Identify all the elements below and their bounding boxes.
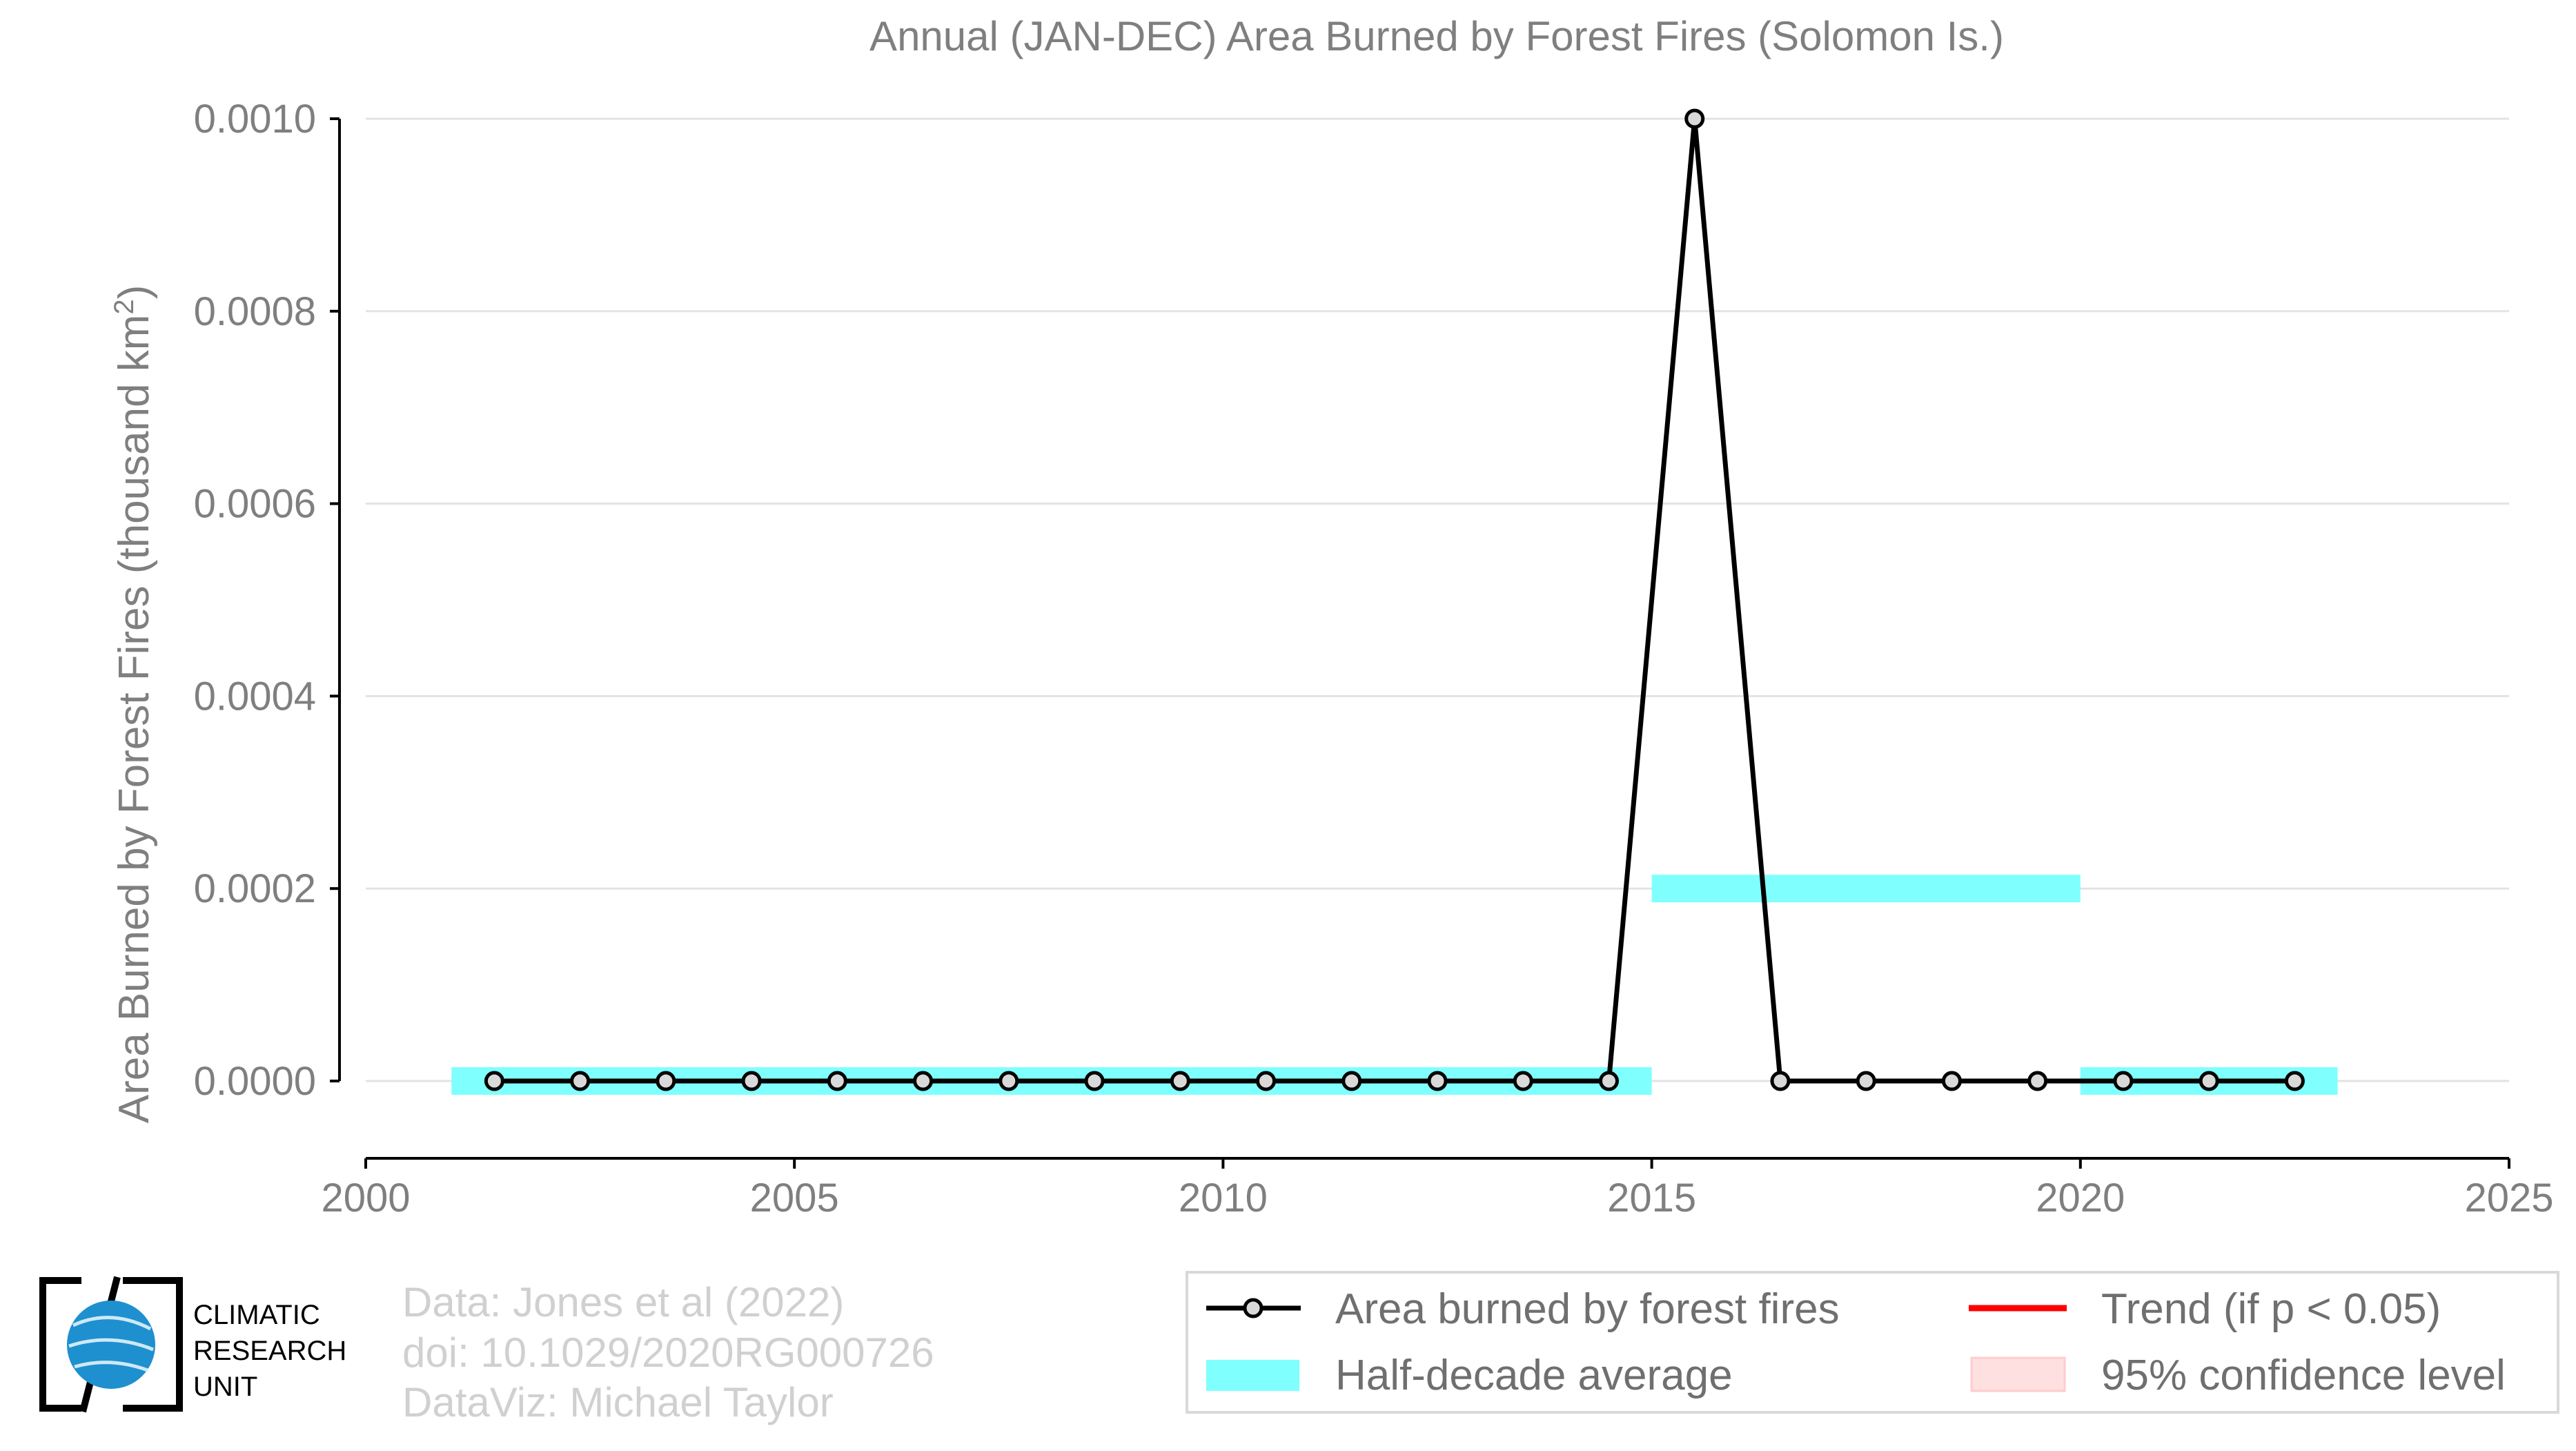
y-axis-label-sup: 2 — [109, 299, 139, 314]
x-tick-label: 2015 — [1607, 1176, 1696, 1220]
legend-label-average: Half-decade average — [1335, 1352, 1733, 1399]
data-point — [1770, 1071, 1791, 1091]
logo-line-1: CLIMATIC — [193, 1300, 320, 1330]
data-point — [1513, 1071, 1533, 1091]
legend-label-trend: Trend (if p < 0.05) — [2101, 1285, 2441, 1333]
data-point — [2027, 1071, 2048, 1091]
y-tick-label: 0.0002 — [194, 866, 316, 911]
data-point — [741, 1071, 762, 1091]
data-point — [1341, 1071, 1362, 1091]
legend-box — [1186, 1271, 2559, 1414]
data-point — [827, 1071, 847, 1091]
y-tick-label: 0.0010 — [194, 97, 316, 142]
data-point — [1941, 1071, 1962, 1091]
half-decade-averages — [451, 875, 2338, 1095]
data-point — [1856, 1071, 1876, 1091]
x-tick-label: 2000 — [321, 1176, 410, 1220]
credits: Data: Jones et al (2022) doi: 10.1029/20… — [402, 1279, 934, 1425]
data-point — [2113, 1071, 2134, 1091]
y-tick-label: 0.0000 — [194, 1059, 316, 1104]
y-tick-label: 0.0006 — [194, 482, 316, 527]
gridlines — [366, 117, 2509, 1082]
y-axis-label: Area Burned by Forest Fires (thousand km… — [109, 285, 158, 1124]
data-point — [484, 1071, 504, 1091]
data-point — [1084, 1071, 1105, 1091]
series-area-burned — [484, 108, 2305, 1091]
credit-data: Data: Jones et al (2022) — [402, 1279, 844, 1325]
data-point — [2199, 1071, 2219, 1091]
x-tick-label: 2010 — [1179, 1176, 1268, 1220]
data-point — [1684, 108, 1705, 129]
credit-dataviz: DataViz: Michael Taylor — [402, 1379, 834, 1425]
legend-label-confidence: 95% confidence level — [2101, 1352, 2506, 1399]
x-ticks: 2000 2005 2010 2015 2020 2025 — [321, 1158, 2554, 1220]
credit-doi: doi: 10.1029/2020RG000726 — [402, 1330, 934, 1376]
legend-swatch-marker — [1243, 1298, 1264, 1318]
x-tick-label: 2025 — [2464, 1176, 2553, 1220]
y-tick-label: 0.0008 — [194, 289, 316, 334]
globe-swirl — [68, 1316, 154, 1372]
y-axis-label-tail: ) — [110, 285, 158, 300]
y-axis-label-main: Area Burned by Forest Fires (thousand km — [110, 315, 158, 1124]
x-tick-label: 2020 — [2036, 1176, 2125, 1220]
x-tick-label: 2005 — [750, 1176, 839, 1220]
data-point — [1598, 1071, 1619, 1091]
data-point — [913, 1071, 934, 1091]
data-point — [2284, 1071, 2305, 1091]
data-point — [1170, 1071, 1190, 1091]
data-point — [656, 1071, 676, 1091]
y-ticks: 0.0000 0.0002 0.0004 0.0006 0.0008 0.0010 — [194, 97, 340, 1104]
axes — [338, 119, 2509, 1160]
cru-logo: CLIMATIC RESEARCH UNIT — [39, 1276, 346, 1413]
data-point — [1427, 1071, 1448, 1091]
series-line — [494, 118, 2295, 1084]
logo-line-2: RESEARCH — [193, 1336, 346, 1366]
data-point — [570, 1071, 591, 1091]
logo-line-3: UNIT — [193, 1372, 257, 1402]
legend: Area burned by forest fires Trend (if p … — [1186, 1271, 2559, 1414]
half-decade-bar — [1651, 875, 2081, 903]
y-tick-label: 0.0004 — [194, 674, 316, 719]
data-point — [999, 1071, 1019, 1091]
data-point — [1256, 1071, 1277, 1091]
legend-swatch-average — [1206, 1360, 1299, 1391]
chart-title: Annual (JAN-DEC) Area Burned by Forest F… — [869, 13, 2004, 59]
legend-label-series: Area burned by forest fires — [1335, 1285, 1840, 1333]
legend-swatch-confidence — [1970, 1356, 2066, 1392]
